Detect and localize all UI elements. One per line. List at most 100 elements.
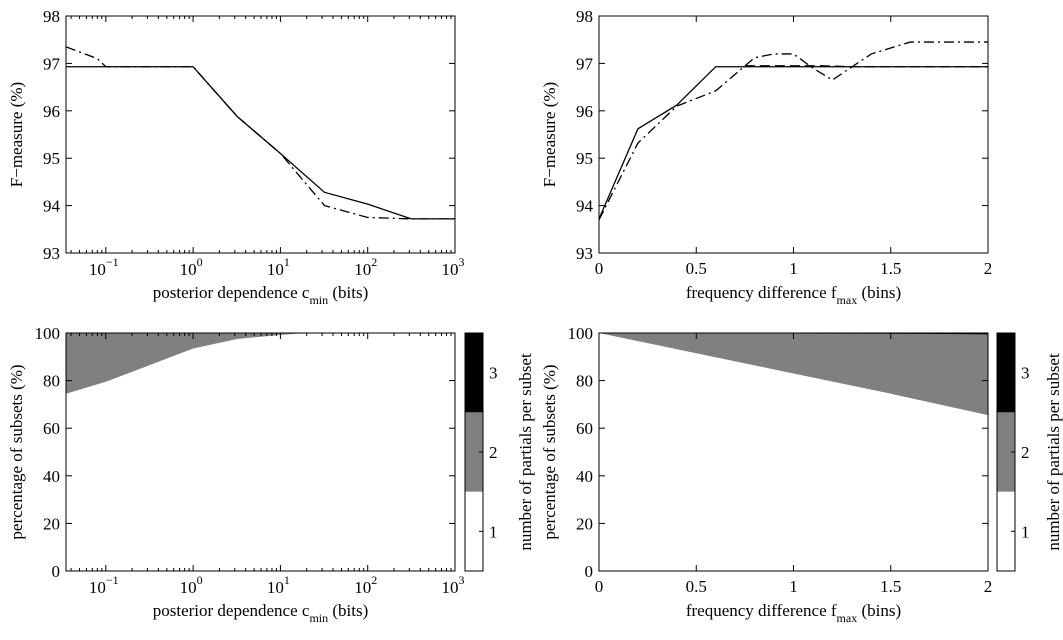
- x-tick-label: 0.5: [686, 259, 707, 278]
- y-tick-label: 95: [576, 149, 593, 168]
- colorbar-tick-label: 1: [1021, 522, 1030, 541]
- x-label-main: posterior dependence c: [153, 601, 310, 620]
- x-tick-label: 10−1: [89, 255, 119, 279]
- tick-base: 10: [180, 260, 197, 279]
- area-band-1: [66, 333, 455, 571]
- x-label-subscript: min: [309, 611, 328, 625]
- x-label-main: posterior dependence c: [153, 283, 310, 302]
- y-tick-label: 95: [43, 149, 60, 168]
- y-tick-label: 20: [576, 514, 593, 533]
- y-tick-label: 0: [52, 562, 61, 581]
- y-tick-label: 20: [43, 514, 60, 533]
- x-tick-label: 1.5: [880, 259, 901, 278]
- x-label-tail: (bits): [328, 283, 368, 302]
- tick-base: 10: [267, 578, 284, 597]
- y-axis-label: percentage of subsets (%): [540, 364, 559, 539]
- y-tick-label: 100: [35, 324, 61, 343]
- y-tick-label: 40: [576, 467, 593, 486]
- colorbar-tick-label: 2: [489, 443, 498, 462]
- tick-base: 10: [442, 578, 459, 597]
- y-tick-label: 60: [576, 419, 593, 438]
- x-tick-label: 1.5: [880, 577, 901, 596]
- x-tick-label: 102: [354, 573, 377, 597]
- axes-frame: [598, 15, 989, 254]
- x-tick-label: 102: [354, 255, 377, 279]
- x-tick-label: 0: [595, 259, 604, 278]
- y-tick-label: 96: [43, 102, 60, 121]
- colorbar-segment-2: [465, 412, 483, 492]
- x-tick-label: 101: [267, 573, 290, 597]
- area-band-1: [599, 333, 988, 571]
- series-line-dashdot: [66, 46, 455, 220]
- y-tick-label: 98: [43, 7, 60, 26]
- y-tick-label: 93: [576, 244, 593, 263]
- x-axis-label: frequency difference fmax (bins): [686, 283, 901, 307]
- y-tick-label: 80: [576, 372, 593, 391]
- tick-base: 10: [89, 578, 106, 597]
- y-tick-label: 97: [43, 54, 61, 73]
- y-axis-label: percentage of subsets (%): [7, 364, 26, 539]
- x-axis-label: posterior dependence cmin (bits): [153, 601, 369, 625]
- x-tick-label: 1: [789, 259, 798, 278]
- x-label-subscript: max: [837, 611, 858, 625]
- colorbar-segment-1: [997, 491, 1015, 571]
- plot-area: [66, 46, 455, 220]
- y-axis-label: F−measure (%): [540, 82, 559, 187]
- tick-exponent: −1: [106, 573, 119, 587]
- colorbar-segment-1: [465, 491, 483, 571]
- y-tick-label: 40: [43, 467, 60, 486]
- series-line-dashdot: [599, 41, 988, 221]
- y-tick-label: 94: [43, 197, 61, 216]
- x-tick-label: 100: [180, 255, 203, 279]
- x-tick-label: 1: [789, 577, 798, 596]
- y-tick-label: 80: [43, 372, 60, 391]
- x-tick-label: 103: [442, 573, 465, 597]
- y-tick-label: 98: [576, 7, 593, 26]
- y-tick-label: 93: [43, 244, 60, 263]
- x-label-tail: (bins): [857, 283, 901, 302]
- colorbar-tick-label: 1: [489, 522, 498, 541]
- series-line-solid: [599, 66, 988, 220]
- x-label-subscript: max: [837, 293, 858, 307]
- colorbar-segment-3: [997, 333, 1015, 413]
- x-tick-label: 2: [984, 259, 993, 278]
- tick-exponent: 2: [371, 573, 377, 587]
- tick-exponent: 3: [459, 255, 465, 269]
- axes-frame: [65, 15, 456, 254]
- tick-exponent: 0: [197, 573, 203, 587]
- colorbar-tick-label: 3: [1021, 364, 1030, 383]
- x-tick-label: 2: [984, 577, 993, 596]
- x-tick-label: 0.5: [686, 577, 707, 596]
- tick-exponent: 2: [371, 255, 377, 269]
- tick-exponent: 1: [284, 255, 290, 269]
- tick-base: 10: [354, 578, 371, 597]
- colorbar-segment-3: [465, 333, 483, 413]
- tick-base: 10: [354, 260, 371, 279]
- x-label-tail: (bits): [328, 601, 368, 620]
- y-tick-label: 94: [576, 197, 594, 216]
- x-axis-label: frequency difference fmax (bins): [686, 601, 901, 625]
- x-tick-label: 100: [180, 573, 203, 597]
- y-tick-label: 0: [585, 562, 594, 581]
- y-tick-label: 100: [568, 324, 594, 343]
- tick-exponent: 0: [197, 255, 203, 269]
- x-axis-label: posterior dependence cmin (bits): [153, 283, 369, 307]
- x-tick-label: 103: [442, 255, 465, 279]
- y-tick-label: 96: [576, 102, 593, 121]
- plot-area: [599, 333, 988, 571]
- x-tick-label: 0: [595, 577, 604, 596]
- tick-base: 10: [442, 260, 459, 279]
- tick-base: 10: [180, 578, 197, 597]
- colorbar-label: number of partials per subset: [1044, 353, 1063, 551]
- colorbar-tick-label: 2: [1021, 443, 1030, 462]
- tick-base: 10: [89, 260, 106, 279]
- axes-frame: [65, 332, 456, 572]
- tick-exponent: 1: [284, 573, 290, 587]
- plot-area: [599, 41, 988, 221]
- series-line-solid: [66, 66, 455, 220]
- y-tick-label: 60: [43, 419, 60, 438]
